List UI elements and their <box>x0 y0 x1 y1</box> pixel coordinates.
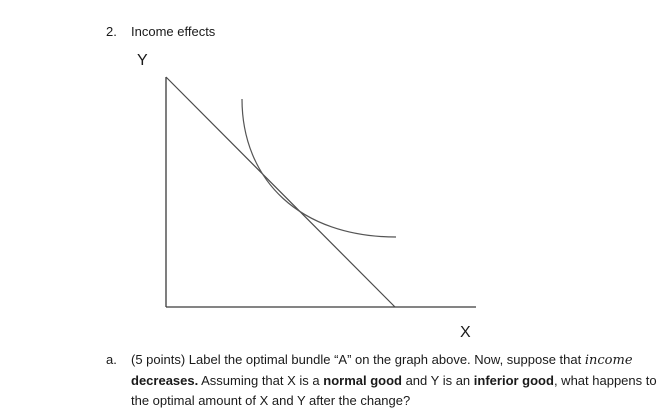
part-a-text-4: and Y is an <box>401 373 474 388</box>
part-a-text-5: , what happens to the optimal amount of … <box>131 373 657 408</box>
indifference-curve <box>241 98 397 238</box>
income-effects-graph <box>165 76 476 308</box>
part-a-question-text: (5 points) Label the optimal bundle “A” … <box>131 350 666 411</box>
question-number: 2. <box>106 24 117 39</box>
part-a-marker: a. <box>106 352 117 367</box>
part-a-decreases: decreases. <box>131 373 199 388</box>
part-a-text-1: (5 points) Label the optimal bundle “A” … <box>131 352 585 367</box>
part-a-text-3: Assuming that X is a <box>198 373 324 388</box>
y-axis-label: Y <box>137 52 148 69</box>
part-a: a. (5 points) Label the optimal bundle “… <box>106 350 666 411</box>
part-a-normal-good: normal good <box>323 373 402 388</box>
x-axis-label: X <box>460 324 471 341</box>
part-a-inferior-good: inferior good <box>473 373 554 388</box>
question-heading: 2. Income effects <box>106 24 215 40</box>
question-title: Income effects <box>131 24 216 39</box>
budget-line <box>165 76 396 308</box>
part-a-income-word: income <box>584 353 633 368</box>
